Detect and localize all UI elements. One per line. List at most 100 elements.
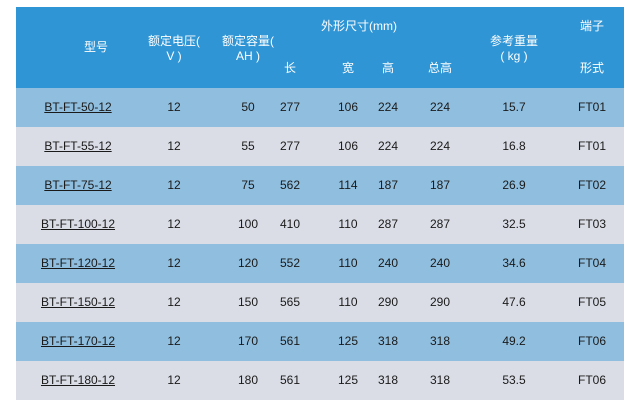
terminal-cell: FT05 — [577, 295, 606, 309]
model-link[interactable]: BT-FT-170-12 — [40, 334, 116, 348]
width-cell: 125 — [337, 334, 359, 348]
length-cell: 410 — [279, 217, 301, 231]
model-link[interactable]: BT-FT-180-12 — [40, 373, 116, 387]
total-height-cell: 224 — [429, 139, 451, 153]
header-weight-line1: 参考重量 — [489, 34, 538, 48]
table-row: BT-FT-180-12 12 180 561 125 318 318 53.5… — [16, 361, 624, 400]
weight-cell: 47.6 — [502, 295, 526, 309]
height-cell: 187 — [377, 178, 399, 192]
header-height: 高 — [381, 61, 394, 75]
weight-cell: 34.6 — [502, 256, 526, 270]
capacity-cell: 180 — [237, 373, 259, 387]
total-height-cell: 290 — [429, 295, 451, 309]
header-voltage: 额定电压( V ) — [144, 34, 204, 64]
weight-cell: 32.5 — [502, 217, 526, 231]
header-total-height: 总高 — [427, 61, 452, 75]
voltage-cell: 12 — [167, 139, 181, 153]
length-cell: 277 — [279, 139, 301, 153]
table-row: BT-FT-170-12 12 170 561 125 318 318 49.2… — [16, 322, 624, 361]
header-model: 型号 — [83, 40, 108, 54]
header-width: 宽 — [341, 61, 354, 75]
length-cell: 277 — [279, 100, 301, 114]
weight-cell: 49.2 — [502, 334, 526, 348]
length-cell: 552 — [279, 256, 301, 270]
total-height-cell: 224 — [429, 100, 451, 114]
voltage-cell: 12 — [167, 256, 181, 270]
capacity-cell: 75 — [241, 178, 255, 192]
weight-cell: 16.8 — [502, 139, 526, 153]
width-cell: 110 — [338, 256, 358, 270]
height-cell: 290 — [377, 295, 399, 309]
table-row: BT-FT-120-12 12 120 552 110 240 240 34.6… — [16, 244, 624, 283]
table-row: BT-FT-55-12 12 55 277 106 224 224 16.8 F… — [16, 127, 624, 166]
header-terminal-line2: 形式 — [579, 61, 604, 75]
model-link[interactable]: BT-FT-100-12 — [40, 217, 116, 231]
height-cell: 240 — [377, 256, 399, 270]
total-height-cell: 318 — [429, 334, 451, 348]
capacity-cell: 55 — [241, 139, 255, 153]
table-row: BT-FT-50-12 12 50 277 106 224 224 15.7 F… — [16, 88, 624, 127]
header-capacity-line1: 额定容量( — [222, 34, 274, 48]
length-cell: 565 — [279, 295, 301, 309]
weight-cell: 26.9 — [502, 178, 526, 192]
table-row: BT-FT-150-12 12 150 565 110 290 290 47.6… — [16, 283, 624, 322]
terminal-cell: FT02 — [577, 178, 606, 192]
width-cell: 125 — [337, 373, 359, 387]
capacity-cell: 150 — [237, 295, 259, 309]
terminal-cell: FT03 — [577, 217, 606, 231]
header-dimensions: 外形尺寸(mm) — [321, 19, 397, 33]
model-link[interactable]: BT-FT-55-12 — [44, 139, 112, 153]
header-capacity: 额定容量( AH ) — [208, 34, 288, 64]
voltage-cell: 12 — [167, 373, 181, 387]
table-header: 型号 额定电压( V ) 额定容量( AH ) 外形尺寸(mm) 长 宽 高 总… — [16, 7, 624, 88]
height-cell: 224 — [377, 100, 399, 114]
header-weight: 参考重量 ( kg ) — [474, 34, 554, 64]
header-weight-line2: ( kg ) — [500, 49, 528, 63]
capacity-cell: 100 — [237, 217, 259, 231]
voltage-cell: 12 — [167, 334, 181, 348]
terminal-cell: FT01 — [577, 100, 606, 114]
width-cell: 114 — [338, 178, 358, 192]
total-height-cell: 287 — [429, 217, 451, 231]
model-link[interactable]: BT-FT-50-12 — [44, 100, 112, 114]
voltage-cell: 12 — [167, 295, 181, 309]
height-cell: 287 — [377, 217, 399, 231]
total-height-cell: 318 — [429, 373, 451, 387]
terminal-cell: FT06 — [577, 334, 606, 348]
terminal-cell: FT06 — [577, 373, 606, 387]
width-cell: 110 — [338, 217, 358, 231]
header-capacity-line2: AH ) — [236, 49, 260, 63]
header-voltage-line2: V ) — [166, 49, 182, 63]
total-height-cell: 240 — [429, 256, 451, 270]
weight-cell: 53.5 — [502, 373, 526, 387]
height-cell: 318 — [377, 334, 399, 348]
width-cell: 110 — [338, 295, 358, 309]
model-link[interactable]: BT-FT-120-12 — [40, 256, 116, 270]
model-link[interactable]: BT-FT-150-12 — [40, 295, 116, 309]
weight-cell: 15.7 — [502, 100, 526, 114]
model-link[interactable]: BT-FT-75-12 — [44, 178, 112, 192]
width-cell: 106 — [337, 100, 359, 114]
header-voltage-line1: 额定电压( — [148, 34, 200, 48]
total-height-cell: 187 — [429, 178, 451, 192]
table-row: BT-FT-75-12 12 75 562 114 187 187 26.9 F… — [16, 166, 624, 205]
voltage-cell: 12 — [167, 178, 181, 192]
length-cell: 561 — [279, 373, 301, 387]
voltage-cell: 12 — [167, 100, 181, 114]
terminal-cell: FT01 — [577, 139, 606, 153]
header-terminal-line1: 端子 — [579, 19, 604, 33]
voltage-cell: 12 — [167, 217, 181, 231]
capacity-cell: 120 — [237, 256, 259, 270]
width-cell: 106 — [337, 139, 359, 153]
header-length: 长 — [283, 61, 296, 75]
table-body: BT-FT-50-12 12 50 277 106 224 224 15.7 F… — [16, 88, 624, 400]
length-cell: 562 — [279, 178, 301, 192]
capacity-cell: 50 — [241, 100, 255, 114]
length-cell: 561 — [279, 334, 301, 348]
capacity-cell: 170 — [237, 334, 259, 348]
terminal-cell: FT04 — [577, 256, 606, 270]
height-cell: 318 — [377, 373, 399, 387]
height-cell: 224 — [377, 139, 399, 153]
table-row: BT-FT-100-12 12 100 410 110 287 287 32.5… — [16, 205, 624, 244]
